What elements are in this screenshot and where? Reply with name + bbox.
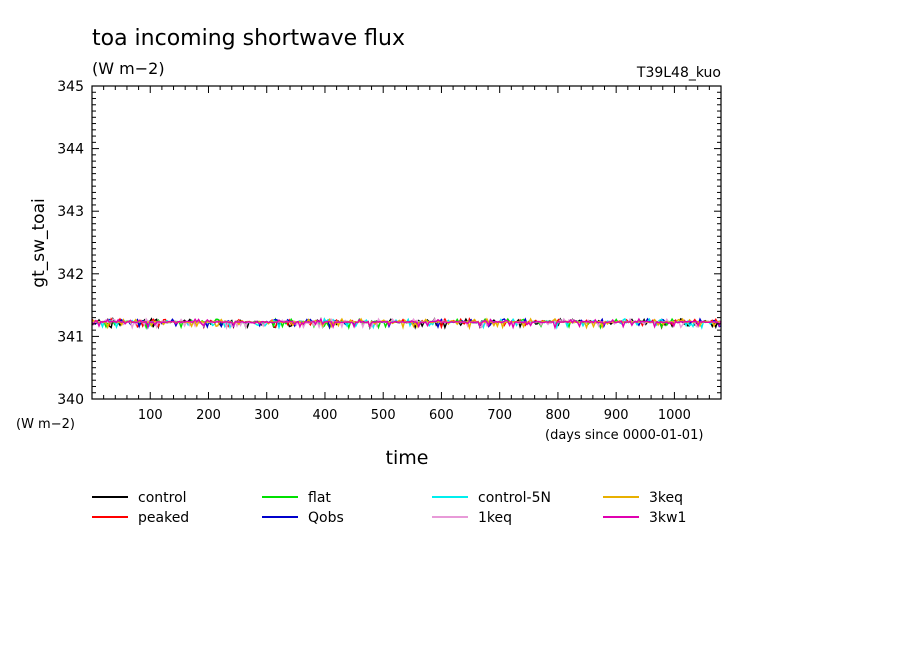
plot-frame xyxy=(91,85,722,400)
legend-label: 3keq xyxy=(649,490,683,506)
legend-label: peaked xyxy=(138,510,189,526)
x-unit-note: (days since 0000-01-01) xyxy=(545,428,703,443)
experiment-label: T39L48_kuo xyxy=(636,65,721,81)
x-tick-label: 100 xyxy=(138,408,163,423)
y-tick-label: 340 xyxy=(57,392,84,408)
legend-label: control-5N xyxy=(478,490,551,506)
chart-title: toa incoming shortwave flux xyxy=(92,26,405,51)
x-tick-label: 800 xyxy=(546,408,571,423)
x-tick-label: 700 xyxy=(487,408,512,423)
x-tick-label: 1000 xyxy=(658,408,691,423)
x-tick-label: 500 xyxy=(371,408,396,423)
x-tick-label: 300 xyxy=(254,408,279,423)
plot-area xyxy=(91,316,722,331)
y-tick-label: 344 xyxy=(57,142,84,158)
series-line-3kw1 xyxy=(91,317,722,330)
x-tick-label: 400 xyxy=(313,408,338,423)
x-tick-label: 200 xyxy=(196,408,221,423)
y-tick-label: 345 xyxy=(57,79,84,95)
x-tick-label: 900 xyxy=(604,408,629,423)
legend-label: 3kw1 xyxy=(649,510,686,526)
legend: control flat control-5N 3keq peaked Qobs 1keq 3… xyxy=(92,490,686,526)
y-tick-label: 341 xyxy=(57,329,84,345)
chart-subtitle: (W m−2) xyxy=(92,59,165,78)
y-axis-label: gt_sw_toai xyxy=(29,198,49,287)
y-unit-note: (W m−2) xyxy=(16,417,75,432)
y-tick-label: 342 xyxy=(57,267,84,283)
legend-label: 1keq xyxy=(478,510,512,526)
legend-label: Qobs xyxy=(308,510,344,526)
y-tick-label: 343 xyxy=(57,204,84,220)
x-axis-label: time xyxy=(386,447,429,469)
legend-label: control xyxy=(138,490,187,506)
legend-label: flat xyxy=(308,490,331,506)
x-tick-label: 600 xyxy=(429,408,454,423)
axis-ticks: 100 200 300 400 500 600 700 800 900 1000 340 341 342… xyxy=(57,79,721,423)
